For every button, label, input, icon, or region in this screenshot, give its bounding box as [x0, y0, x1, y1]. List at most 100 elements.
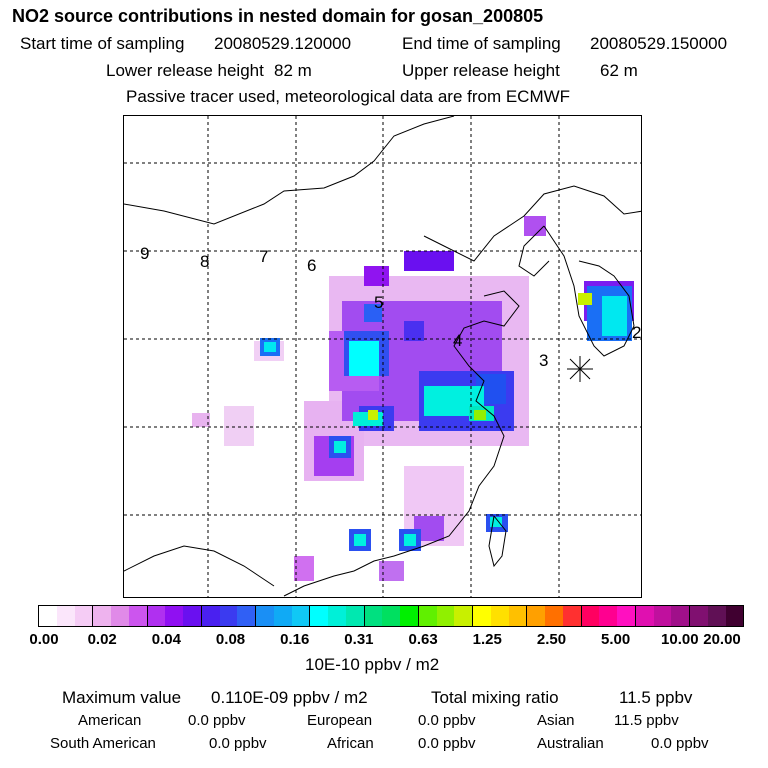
colorbar-swatch	[256, 606, 274, 626]
island-outline	[488, 514, 507, 568]
region-value: 0.0 ppbv	[651, 735, 709, 752]
colorbar-tick-label: 0.00	[29, 631, 59, 648]
upper-height-label: Upper release height	[402, 61, 560, 80]
region-label-8: 8	[200, 252, 210, 271]
tracer-note: Passive tracer used, meteorological data…	[126, 87, 571, 106]
asterisk-icon	[567, 356, 593, 382]
field-patch	[490, 517, 502, 527]
field-patch	[602, 296, 627, 336]
field-patch	[404, 534, 416, 546]
colorbar-tick-label: 0.02	[87, 631, 117, 648]
colorbar-tick-label: 0.16	[280, 631, 310, 648]
region-name: Asian	[537, 712, 575, 729]
field-patch	[578, 293, 592, 305]
plot-title: NO2 source contributions in nested domai…	[12, 6, 544, 26]
colorbar-swatch	[707, 606, 726, 626]
border-line	[124, 116, 455, 225]
colorbar-swatch	[454, 606, 473, 626]
colorbar-swatch	[653, 606, 672, 626]
field-patch	[379, 561, 404, 581]
total-mixing-label: Total mixing ratio	[431, 688, 559, 707]
region-value: 11.5 ppbv	[614, 712, 679, 729]
colorbar-swatch	[291, 606, 311, 626]
region-name: American	[78, 712, 142, 729]
colorbar-swatch	[418, 606, 437, 626]
colorbar-swatch	[490, 606, 509, 626]
colorbar-tick-label: 0.08	[215, 631, 246, 648]
field-patch	[354, 534, 366, 546]
start-time-value: 20080529.120000	[214, 34, 352, 53]
field-patch	[364, 304, 382, 322]
colorbar-swatch	[237, 606, 256, 626]
max-value: 0.110E-09 ppbv / m2	[211, 688, 368, 707]
total-mixing-value: 11.5 ppbv	[619, 688, 693, 707]
colorbar-swatch	[364, 606, 383, 626]
region-name: African	[327, 735, 374, 752]
field-patch	[192, 413, 210, 427]
colorbar-tick-label: 5.00	[601, 631, 631, 648]
region-label-6: 6	[307, 256, 317, 275]
field-patch	[349, 341, 379, 376]
colorbar-swatch	[599, 606, 617, 626]
colorbar-tick-label: 0.63	[408, 631, 438, 648]
colorbar-tick-label: 1.25	[472, 631, 502, 648]
colorbar-swatch	[93, 606, 111, 626]
coast-line	[124, 545, 275, 587]
colorbar-swatch	[527, 606, 545, 626]
colorbar-swatch	[545, 606, 563, 626]
colorbar-swatch	[562, 606, 582, 626]
map-svg	[124, 116, 641, 597]
max-value-label: Maximum value	[62, 688, 182, 707]
concentration-field	[192, 216, 634, 581]
field-patch	[368, 410, 378, 420]
colorbar-tick-label: 20.00	[703, 631, 741, 648]
colorbar-swatch	[183, 606, 202, 626]
colorbar-swatch	[273, 606, 292, 626]
field-patch	[404, 321, 424, 341]
colorbar-swatch	[473, 606, 491, 626]
colorbar-swatch	[508, 606, 528, 626]
colorbar-swatch	[219, 606, 238, 626]
colorbar-swatch	[111, 606, 129, 626]
coast-line	[283, 290, 520, 597]
colorbar-tick-label: 0.31	[344, 631, 374, 648]
colorbar-swatch	[690, 606, 708, 626]
region-value: 0.0 ppbv	[188, 712, 246, 729]
colorbar-swatch	[725, 606, 744, 626]
region-name: Australian	[537, 735, 604, 752]
field-patch	[264, 342, 276, 352]
coast-line	[543, 225, 635, 357]
region-label-5: 5	[374, 293, 384, 312]
end-time-label: End time of sampling	[402, 34, 561, 53]
region-value: 0.0 ppbv	[418, 712, 476, 729]
border-line	[423, 185, 641, 262]
colorbar-swatch	[165, 606, 183, 626]
region-value: 0.0 ppbv	[418, 735, 476, 752]
colorbar-swatch	[617, 606, 636, 626]
colorbar-swatch	[436, 606, 455, 626]
region-name: European	[307, 712, 373, 729]
colorbar-swatch	[39, 606, 57, 626]
colorbar-tick-label: 2.50	[536, 631, 567, 648]
colorbar-units: 10E-10 ppbv / m2	[305, 655, 440, 674]
region-value: 0.0 ppbv	[209, 735, 267, 752]
colorbar-swatch	[128, 606, 148, 626]
upper-height-value: 62 m	[600, 61, 638, 80]
grid-lines	[124, 116, 641, 597]
lower-height-value: 82 m	[274, 61, 312, 80]
colorbar-swatch	[635, 606, 654, 626]
colorbar-swatch	[56, 606, 75, 626]
lower-height-label: Lower release height	[106, 61, 264, 80]
region-label-4: 4	[453, 331, 463, 350]
field-patch	[404, 251, 454, 271]
map-plot: 9 8 7 6 5 4 3 2	[123, 115, 642, 598]
coast-line	[518, 225, 550, 277]
colorbar	[38, 605, 744, 627]
field-patch	[224, 406, 254, 446]
field-patch	[334, 441, 346, 453]
region-label-7: 7	[259, 247, 269, 266]
colorbar-swatch	[581, 606, 600, 626]
colorbar-swatch	[328, 606, 346, 626]
colorbar-tick-label: 0.04	[151, 631, 181, 648]
colorbar-swatch	[345, 606, 365, 626]
